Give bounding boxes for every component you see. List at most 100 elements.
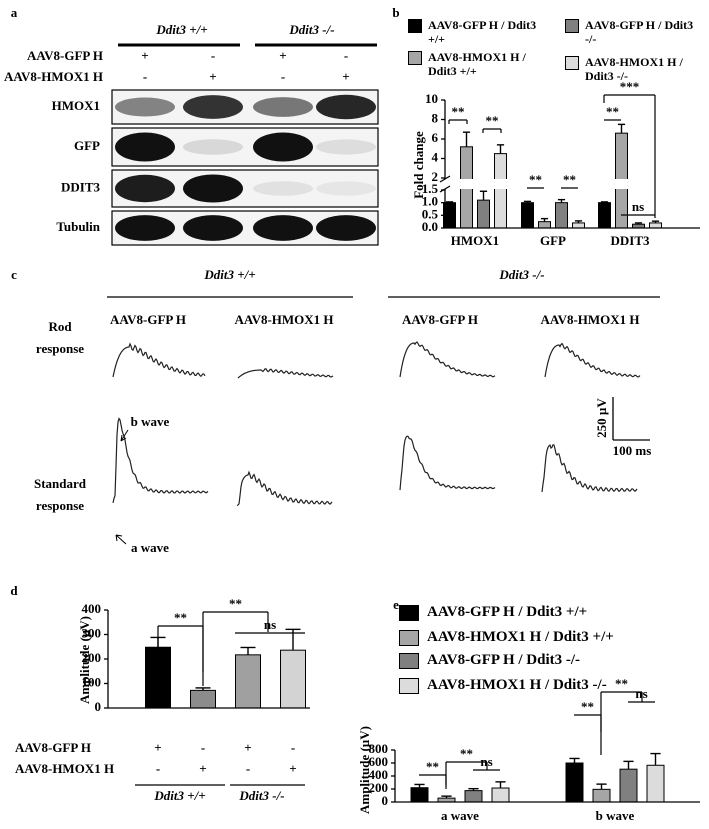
significance-label: ** xyxy=(581,699,594,714)
legend-entry: AAV8-HMOX1 H / Ddit3 -/- xyxy=(565,55,695,83)
significance-label: ** xyxy=(486,113,499,128)
erg-trace xyxy=(237,368,334,379)
blot-label: Tubulin xyxy=(56,219,100,234)
bar xyxy=(464,790,483,803)
blot-band xyxy=(316,139,376,155)
blot-band xyxy=(316,181,376,196)
blot-label: GFP xyxy=(74,138,100,153)
bar xyxy=(598,202,611,229)
legend-swatch xyxy=(408,51,422,65)
x-tick-label: GFP xyxy=(540,233,566,248)
blot-label: DDIT3 xyxy=(61,179,101,194)
y-tick-label: 0 xyxy=(95,699,102,714)
y-axis-label: Fold change xyxy=(411,131,426,199)
panel-label: e xyxy=(393,597,399,612)
bar xyxy=(145,646,171,709)
panel-label: a xyxy=(11,5,18,20)
erg-trace xyxy=(541,444,638,493)
y-tick-label: 100 xyxy=(82,674,102,689)
blot-band xyxy=(115,97,175,117)
x-tick-label: HMOX1 xyxy=(451,233,499,248)
blot-band xyxy=(253,215,313,241)
group-label: Ddit3 +/+ xyxy=(155,22,207,37)
sign: + xyxy=(279,48,286,63)
legend-entry: AAV8-HMOX1 H / Ddit3 -/- xyxy=(399,677,689,694)
axis-break-gap xyxy=(441,179,700,189)
bar xyxy=(646,764,665,803)
legend-swatch xyxy=(399,605,419,621)
erg-trace xyxy=(236,470,333,507)
significance-label: ** xyxy=(174,610,187,625)
sign: - xyxy=(246,761,250,776)
legend-swatch xyxy=(565,19,579,33)
column-label: AAV8-HMOX1 H xyxy=(540,312,639,327)
x-tick-label: DDIT3 xyxy=(610,233,650,248)
blot-band xyxy=(316,94,376,120)
legend-swatch xyxy=(399,653,419,669)
legend-label: AAV8-GFP H / Ddit3 -/- xyxy=(427,652,581,668)
y-tick-label: 10 xyxy=(425,91,438,106)
y-tick-label: 2 xyxy=(432,169,439,184)
blot-band xyxy=(253,181,313,196)
y-tick-label: 0.0 xyxy=(422,219,438,234)
y-tick-label: 400 xyxy=(369,767,389,782)
y-tick-label: 6 xyxy=(432,130,439,145)
wave-label: a wave xyxy=(131,540,169,555)
erg-trace xyxy=(112,342,206,378)
erg-trace xyxy=(112,417,209,504)
bar xyxy=(190,689,216,709)
arrow xyxy=(115,534,127,545)
row-label: response xyxy=(36,341,84,356)
significance-label: ns xyxy=(264,617,276,632)
wave-label: b wave xyxy=(131,414,170,429)
legend-entry: AAV8-GFP H / Ddit3 -/- xyxy=(565,18,695,46)
legend-label: AAV8-GFP H / Ddit3 +/+ xyxy=(428,18,537,46)
legend-swatch xyxy=(399,678,419,694)
bar xyxy=(619,768,638,803)
row-label: Rod xyxy=(48,319,72,334)
y-tick-label: 200 xyxy=(369,780,389,795)
sign: - xyxy=(156,761,160,776)
bar xyxy=(649,222,662,229)
sign: - xyxy=(143,69,147,84)
sign: - xyxy=(211,48,215,63)
column-label: AAV8-HMOX1 H xyxy=(234,312,333,327)
blot-band xyxy=(183,139,243,155)
significance-label: ns xyxy=(480,754,492,769)
significance-label: ** xyxy=(563,172,576,187)
legend-swatch xyxy=(399,630,419,646)
panel-label: d xyxy=(10,583,18,598)
row-label: AAV8-HMOX1 H xyxy=(4,69,103,84)
legend-entry: AAV8-HMOX1 H / Ddit3 +/+ xyxy=(408,50,538,78)
column-label: AAV8-GFP H xyxy=(110,312,186,327)
bar xyxy=(477,199,490,229)
blot-band xyxy=(115,132,175,162)
legend-label: AAV8-HMOX1 H / Ddit3 +/+ xyxy=(427,629,614,645)
significance-label: ** xyxy=(229,596,242,611)
bar xyxy=(235,654,261,709)
panel-label: b xyxy=(392,5,399,20)
blot-band xyxy=(253,97,313,117)
group-label: Ddit3 +/+ xyxy=(153,788,205,803)
legend-label: AAV8-HMOX1 H / Ddit3 -/- xyxy=(427,677,607,693)
blot-band xyxy=(253,132,313,162)
y-axis-label: Amplitude (µV) xyxy=(77,616,92,704)
group-label: Ddit3 -/- xyxy=(288,22,334,37)
y-tick-label: 600 xyxy=(369,754,389,769)
blot-band xyxy=(316,215,376,241)
group-label: Ddit3 -/- xyxy=(498,267,544,282)
y-tick-label: 800 xyxy=(369,741,389,756)
bar xyxy=(555,202,568,229)
y-tick-label: 400 xyxy=(82,601,102,616)
row-label: Standard xyxy=(34,476,87,491)
legend-swatch xyxy=(565,56,579,70)
sign: + xyxy=(141,48,148,63)
bar xyxy=(491,787,510,803)
significance-label: ns xyxy=(635,686,647,701)
sign: + xyxy=(209,69,216,84)
y-tick-label: 1.5 xyxy=(422,181,439,196)
significance-label: ** xyxy=(615,676,628,691)
significance-label: ** xyxy=(452,104,465,119)
significance-label: ** xyxy=(426,759,439,774)
